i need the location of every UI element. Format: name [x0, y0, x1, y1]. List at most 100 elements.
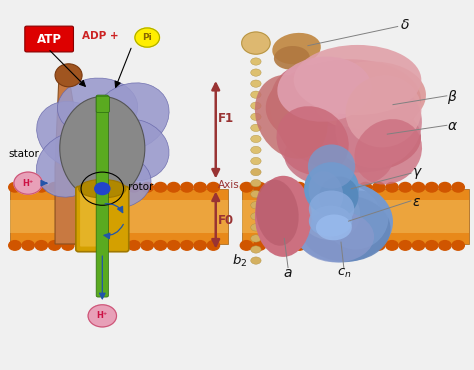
FancyBboxPatch shape	[96, 96, 109, 112]
Text: $\beta$: $\beta$	[447, 88, 458, 105]
Circle shape	[141, 182, 154, 192]
Circle shape	[181, 240, 193, 250]
Circle shape	[439, 240, 451, 250]
Ellipse shape	[251, 58, 261, 65]
Ellipse shape	[97, 119, 169, 181]
Circle shape	[14, 172, 42, 194]
Circle shape	[386, 182, 398, 192]
FancyBboxPatch shape	[10, 200, 228, 233]
Text: H⁺: H⁺	[97, 312, 108, 320]
Circle shape	[95, 183, 110, 195]
Ellipse shape	[75, 154, 151, 209]
Ellipse shape	[251, 80, 261, 87]
Circle shape	[452, 182, 465, 192]
Ellipse shape	[280, 94, 421, 172]
Ellipse shape	[355, 119, 422, 185]
Circle shape	[167, 182, 180, 192]
Ellipse shape	[299, 211, 374, 262]
Circle shape	[267, 240, 279, 250]
Circle shape	[48, 240, 61, 250]
Ellipse shape	[79, 179, 126, 198]
FancyBboxPatch shape	[10, 189, 228, 244]
Ellipse shape	[313, 61, 426, 132]
Circle shape	[307, 240, 319, 250]
Text: $\varepsilon$: $\varepsilon$	[412, 195, 421, 209]
Ellipse shape	[304, 162, 359, 215]
Circle shape	[439, 182, 451, 192]
Circle shape	[426, 182, 438, 192]
Circle shape	[319, 240, 332, 250]
Circle shape	[267, 182, 279, 192]
Text: $\delta$: $\delta$	[400, 18, 410, 32]
Circle shape	[280, 240, 292, 250]
Circle shape	[155, 240, 166, 250]
Circle shape	[346, 240, 358, 250]
Ellipse shape	[255, 179, 299, 246]
Text: Axis: Axis	[218, 180, 240, 190]
Ellipse shape	[251, 113, 261, 121]
Circle shape	[333, 240, 345, 250]
Text: rotor: rotor	[128, 182, 154, 192]
Ellipse shape	[309, 206, 352, 236]
Circle shape	[141, 240, 154, 250]
Ellipse shape	[301, 195, 391, 262]
Circle shape	[359, 240, 372, 250]
Ellipse shape	[272, 33, 321, 64]
Circle shape	[399, 182, 411, 192]
Circle shape	[155, 182, 166, 192]
Circle shape	[22, 182, 34, 192]
FancyBboxPatch shape	[25, 26, 73, 52]
Circle shape	[242, 32, 270, 54]
Ellipse shape	[251, 69, 261, 76]
Text: $\alpha$: $\alpha$	[447, 119, 458, 133]
Ellipse shape	[251, 135, 261, 142]
Circle shape	[135, 28, 159, 47]
Circle shape	[194, 182, 206, 192]
Circle shape	[293, 182, 306, 192]
Circle shape	[9, 240, 21, 250]
Ellipse shape	[55, 64, 82, 87]
Ellipse shape	[251, 124, 261, 131]
Ellipse shape	[266, 59, 421, 148]
Ellipse shape	[319, 176, 358, 217]
FancyBboxPatch shape	[242, 189, 469, 244]
Ellipse shape	[289, 181, 393, 262]
Circle shape	[386, 240, 398, 250]
Ellipse shape	[270, 65, 365, 165]
Ellipse shape	[277, 57, 372, 122]
Ellipse shape	[336, 84, 422, 168]
Ellipse shape	[309, 191, 354, 228]
Ellipse shape	[327, 191, 388, 249]
Text: stator: stator	[8, 149, 39, 159]
Ellipse shape	[36, 132, 105, 197]
Text: H⁺: H⁺	[22, 179, 34, 188]
Ellipse shape	[36, 101, 111, 169]
Circle shape	[128, 182, 140, 192]
FancyBboxPatch shape	[96, 95, 109, 297]
Ellipse shape	[251, 168, 261, 176]
Circle shape	[35, 182, 47, 192]
Circle shape	[280, 182, 292, 192]
Ellipse shape	[251, 179, 261, 187]
Ellipse shape	[251, 257, 261, 264]
Text: $c_n$: $c_n$	[337, 267, 351, 280]
Circle shape	[22, 240, 34, 250]
Circle shape	[373, 240, 385, 250]
Circle shape	[240, 182, 253, 192]
Ellipse shape	[284, 126, 393, 189]
Circle shape	[346, 182, 358, 192]
Text: $a$: $a$	[283, 266, 293, 280]
Ellipse shape	[251, 224, 261, 231]
Ellipse shape	[57, 78, 137, 137]
Circle shape	[254, 182, 266, 192]
Circle shape	[240, 240, 253, 250]
Ellipse shape	[251, 202, 261, 209]
Ellipse shape	[298, 185, 360, 240]
Ellipse shape	[255, 176, 312, 257]
FancyBboxPatch shape	[76, 186, 129, 252]
Ellipse shape	[92, 83, 169, 151]
Ellipse shape	[309, 171, 343, 213]
Circle shape	[207, 182, 219, 192]
Circle shape	[167, 240, 180, 250]
Text: F0: F0	[218, 213, 234, 226]
